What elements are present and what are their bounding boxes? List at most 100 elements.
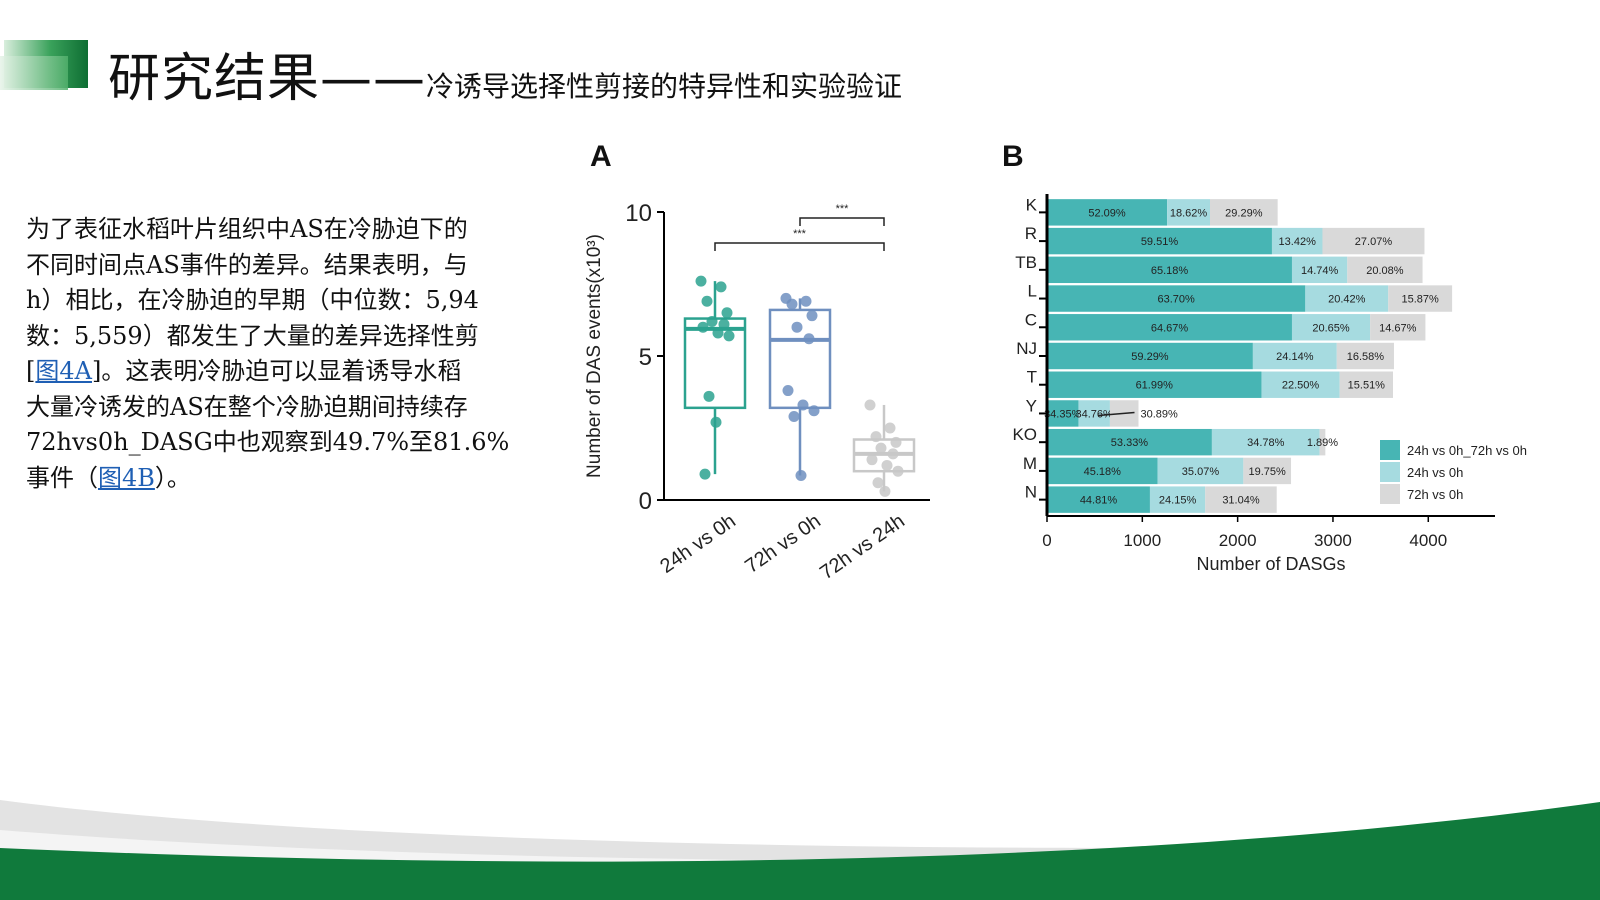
bar-segment xyxy=(1347,256,1423,284)
data-point xyxy=(718,318,730,330)
bar-data-label: 52.09% xyxy=(1088,207,1126,219)
bar-data-label: 31.04% xyxy=(1222,495,1260,507)
bar-segment xyxy=(1047,199,1168,226)
significance-label: *** xyxy=(793,228,807,240)
data-point xyxy=(864,399,876,411)
significance-bracket xyxy=(799,217,885,226)
bar-segment xyxy=(1322,227,1425,255)
panel-label-b: B xyxy=(1002,140,1024,173)
bar-segment xyxy=(1252,342,1337,370)
bar-data-label: 61.99% xyxy=(1136,380,1174,392)
bar-segment xyxy=(1339,371,1394,398)
data-point xyxy=(875,442,887,454)
bar-data-label: 15.87% xyxy=(1402,294,1440,306)
data-point xyxy=(879,485,891,497)
bar-data-label: 13.42% xyxy=(1279,236,1317,248)
title-main-text: 研究结果—— xyxy=(108,49,427,109)
bar-data-label: 65.18% xyxy=(1151,265,1189,277)
x-tick-label: 4000 xyxy=(1409,531,1447,550)
bar-segment xyxy=(1157,457,1244,485)
y-tick-label: NJ xyxy=(1016,339,1037,358)
bar-data-label: 44.81% xyxy=(1080,495,1118,507)
data-point xyxy=(710,416,722,428)
y-tick-label: T xyxy=(1027,368,1037,387)
bar-segment xyxy=(1291,256,1348,284)
bar-data-label: 24.15% xyxy=(1159,495,1197,507)
y-tick-label: Y xyxy=(1026,396,1037,415)
body-line-end: ）。 xyxy=(154,463,191,492)
y-tick-label: 0 xyxy=(639,488,652,515)
bar-data-label: 20.08% xyxy=(1366,265,1404,277)
y-tick-label: 10 xyxy=(625,200,652,227)
bar-data-label: 19.75% xyxy=(1249,466,1287,478)
x-tick-label: 72h vs 0h xyxy=(741,510,825,578)
stacked-bar-chart: 52.09% 18.62% 29.29% K 59.51% 13.42% 27.07% R 65… xyxy=(1012,194,1527,574)
figure-4b-link[interactable]: 图4B xyxy=(98,463,155,492)
bar-segment xyxy=(1047,400,1079,427)
data-point xyxy=(870,431,882,443)
bar-segment xyxy=(1209,199,1278,226)
bar-data-label: 27.07% xyxy=(1355,236,1393,248)
body-line: 大量冷诱发的AS在整个冷胁迫期间持续存 xyxy=(26,392,468,421)
y-tick-label: M xyxy=(1023,454,1037,473)
bar-segment xyxy=(1388,285,1453,312)
legend-label: 24h vs 0h_72h vs 0h xyxy=(1407,443,1527,458)
y-tick-label: L xyxy=(1028,282,1037,301)
y-tick-label: TB xyxy=(1015,253,1037,272)
data-point xyxy=(697,321,709,333)
bar-segment xyxy=(1047,428,1212,456)
y-tick-label: KO xyxy=(1012,425,1037,444)
body-line-rest: ]。这表明冷胁迫可以显着诱导水稻 xyxy=(91,357,462,385)
y-tick-label: K xyxy=(1026,195,1038,214)
data-point xyxy=(866,454,878,466)
bar-data-label: 16.58% xyxy=(1347,351,1385,363)
x-tick-label: 2000 xyxy=(1219,531,1257,550)
bar-segment xyxy=(1336,342,1394,370)
bar-segment xyxy=(1305,285,1389,312)
data-point xyxy=(786,298,798,310)
y-axis-label: Number of DAS events(x10³) xyxy=(584,234,605,478)
x-tick-label: 72h vs 24h xyxy=(816,510,909,580)
panel-label-a: A xyxy=(590,140,612,173)
body-line: 事件（图4B）。 xyxy=(26,461,570,497)
legend-swatch xyxy=(1380,484,1400,504)
data-point xyxy=(872,477,884,489)
data-point xyxy=(703,390,715,402)
data-point xyxy=(808,405,820,417)
x-tick-label: 24h vs 0h xyxy=(656,510,740,578)
x-tick-label: 3000 xyxy=(1314,531,1352,550)
bar-data-label: 24.14% xyxy=(1276,351,1314,363)
callout-line xyxy=(1098,411,1135,417)
figure-4a-link[interactable]: 图4A xyxy=(35,357,92,385)
x-tick-label: 0 xyxy=(1042,531,1051,550)
x-axis-label: Number of DASGs xyxy=(1196,554,1345,574)
bar-data-label: 15.51% xyxy=(1348,380,1386,392)
bar-data-label: 14.67% xyxy=(1379,322,1417,334)
data-point xyxy=(701,295,713,307)
header-block-front xyxy=(0,56,68,90)
footer-green-band xyxy=(0,802,1600,900)
bar-data-label: 20.65% xyxy=(1312,322,1350,334)
body-line: 为了表征水稻叶片组织中AS在冷胁迫下的 xyxy=(26,215,468,243)
bar-segment xyxy=(1047,227,1272,255)
bar-data-label: 22.50% xyxy=(1282,380,1320,392)
data-point xyxy=(715,281,727,293)
bar-segment xyxy=(1205,486,1277,513)
bar-segment xyxy=(1167,199,1210,226)
bar-data-label: 20.42% xyxy=(1328,294,1366,306)
bar-segment xyxy=(1047,457,1158,485)
body-line: 不同时间点AS事件的差异。结果表明，与 xyxy=(26,250,468,279)
legend-label: 72h vs 0h xyxy=(1407,487,1463,502)
title-subtitle: 冷诱导选择性剪接的特异性和实验验证 xyxy=(426,70,903,103)
body-line: [图4A]。这表明冷胁迫可以显着诱导水稻 xyxy=(26,354,570,390)
body-line: 72hvs0h_DASG中也观察到49.7%至81.6% xyxy=(26,428,510,456)
y-tick-label: N xyxy=(1025,483,1037,502)
data-point xyxy=(706,315,718,327)
bar-segment xyxy=(1047,285,1306,312)
bar-segment xyxy=(1261,371,1340,398)
data-point xyxy=(712,327,724,339)
data-point xyxy=(890,436,902,448)
bar-data-label: 59.51% xyxy=(1141,236,1179,248)
data-point xyxy=(800,295,812,307)
